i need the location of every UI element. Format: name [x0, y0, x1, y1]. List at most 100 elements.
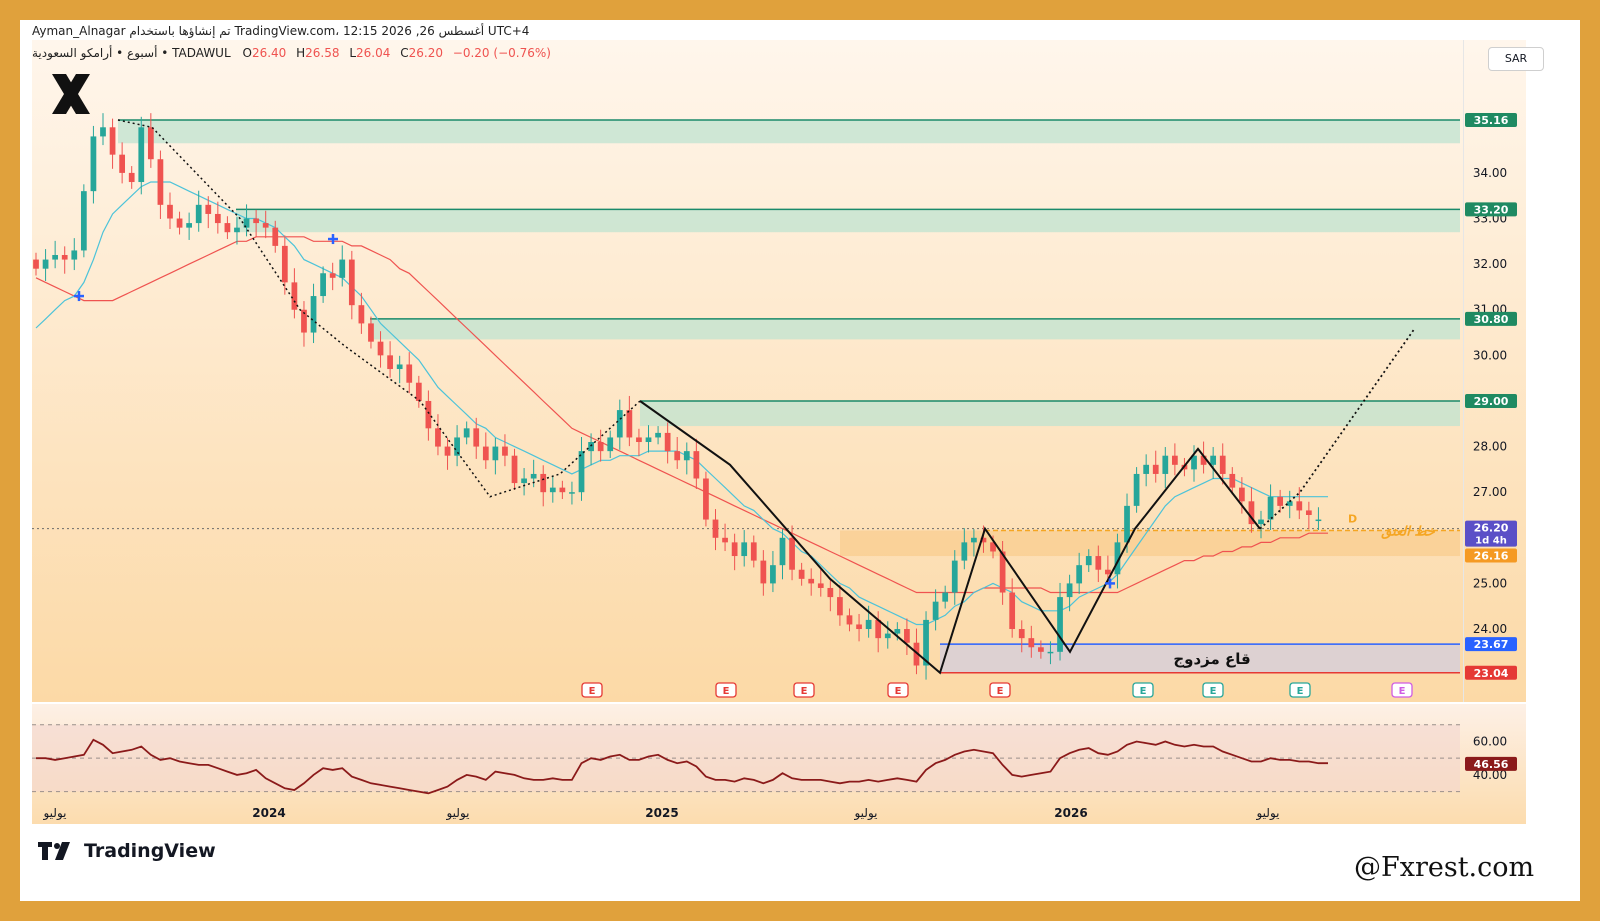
candle-body — [1133, 473, 1140, 506]
candle — [1238, 477, 1245, 514]
candle-body — [1248, 501, 1255, 525]
candle — [368, 316, 374, 349]
candle — [272, 220, 279, 253]
candle — [415, 375, 422, 408]
candle-body — [712, 519, 719, 538]
candle-body — [530, 473, 537, 479]
candle — [195, 190, 202, 232]
header-ohlc-line: أسبوع • أرامكو السعودية • TADAWUL O26.40… — [32, 46, 551, 60]
candle — [1277, 489, 1284, 513]
candle-body — [377, 341, 384, 356]
earnings-marker-icon: E — [1202, 682, 1224, 698]
candle-body — [243, 218, 250, 228]
candle — [463, 421, 470, 445]
zone-price-label-bg — [1465, 393, 1517, 408]
candle — [1028, 625, 1035, 658]
candle — [119, 142, 126, 184]
candle — [980, 525, 987, 553]
candle-body — [971, 537, 977, 543]
candle — [310, 283, 317, 344]
candle-body — [387, 355, 393, 370]
zone-price-label-text: 30.80 — [1474, 313, 1509, 326]
candle-body — [827, 587, 834, 598]
rsi-axis-tick: 40.00 — [1473, 768, 1507, 782]
candle — [1066, 574, 1073, 612]
price-label-bg — [1465, 665, 1517, 680]
price-axis-tick: 34.00 — [1473, 166, 1507, 180]
candle — [281, 235, 288, 295]
candle-body — [875, 619, 882, 639]
candle-body — [798, 569, 805, 579]
candle — [1162, 447, 1169, 489]
candle-body — [71, 250, 78, 260]
candle — [817, 569, 824, 597]
candle — [549, 475, 556, 503]
candle-body — [1028, 638, 1035, 648]
candle — [846, 608, 853, 632]
candle — [482, 432, 489, 469]
price-axis-tick: 24.00 — [1473, 622, 1507, 636]
high-value: 26.58 — [305, 46, 340, 60]
candle — [387, 341, 393, 378]
candle-body — [1277, 496, 1284, 506]
earnings-marker-label: E — [801, 686, 808, 697]
candle-body — [1258, 519, 1264, 525]
zone-price-label-bg — [1465, 311, 1517, 326]
resistance-zone-4 — [640, 400, 1460, 427]
candle-body — [1095, 556, 1102, 570]
candle-body — [1038, 647, 1044, 652]
candle — [33, 252, 39, 276]
earnings-marker-icon: E — [1289, 682, 1311, 698]
earnings-marker-box — [715, 682, 737, 698]
time-axis-tick: يوليو — [445, 806, 469, 821]
candle — [320, 266, 326, 303]
candle — [61, 246, 68, 274]
candle — [1305, 501, 1312, 530]
ma-slow-line — [35, 236, 1328, 594]
candle — [262, 210, 269, 239]
candle — [511, 448, 518, 490]
candle — [1172, 443, 1178, 476]
rsi-last-label-text: 46.56 — [1474, 758, 1509, 771]
candle-body — [789, 537, 795, 570]
rsi-last-label-bg — [1465, 756, 1517, 771]
zone-price-label-text: 33.20 — [1474, 203, 1509, 216]
candle-body — [291, 282, 298, 310]
symbol-label[interactable]: أسبوع • أرامكو السعودية • TADAWUL — [32, 46, 231, 60]
candle — [214, 201, 221, 234]
candle — [1085, 549, 1092, 573]
candle-body — [33, 259, 39, 269]
neckline-label: خط العنق — [1381, 525, 1435, 540]
candle-body — [760, 560, 767, 584]
candle — [578, 436, 585, 501]
candle-body — [1238, 487, 1245, 502]
candle — [961, 528, 968, 570]
earnings-marker-icon: E — [989, 682, 1011, 698]
candle-body — [128, 172, 135, 183]
candle-body — [1200, 455, 1207, 465]
candle — [454, 425, 460, 467]
time-axis-tick: 2026 — [1054, 806, 1087, 820]
candle-body — [1191, 455, 1197, 470]
candle — [875, 611, 882, 653]
candle-body — [329, 273, 336, 278]
candle — [808, 568, 815, 596]
candle-body — [262, 223, 269, 228]
time-axis-tick: يوليو — [1255, 806, 1279, 821]
candle — [396, 355, 403, 384]
candle-body — [1152, 464, 1159, 474]
candle-body — [176, 218, 183, 228]
candle-body — [607, 437, 614, 452]
currency-button[interactable]: SAR — [1488, 47, 1544, 71]
d-marker: D — [1348, 513, 1357, 526]
candle — [559, 480, 566, 500]
open-value: 26.40 — [251, 46, 287, 60]
candle-body — [1305, 510, 1312, 515]
price-label-text: 23.04 — [1474, 667, 1509, 680]
low-label: L — [349, 46, 357, 60]
earnings-marker-box — [887, 682, 909, 698]
earnings-marker-label: E — [997, 686, 1004, 697]
candle — [884, 621, 891, 649]
tradingview-logo-icon — [38, 842, 70, 860]
